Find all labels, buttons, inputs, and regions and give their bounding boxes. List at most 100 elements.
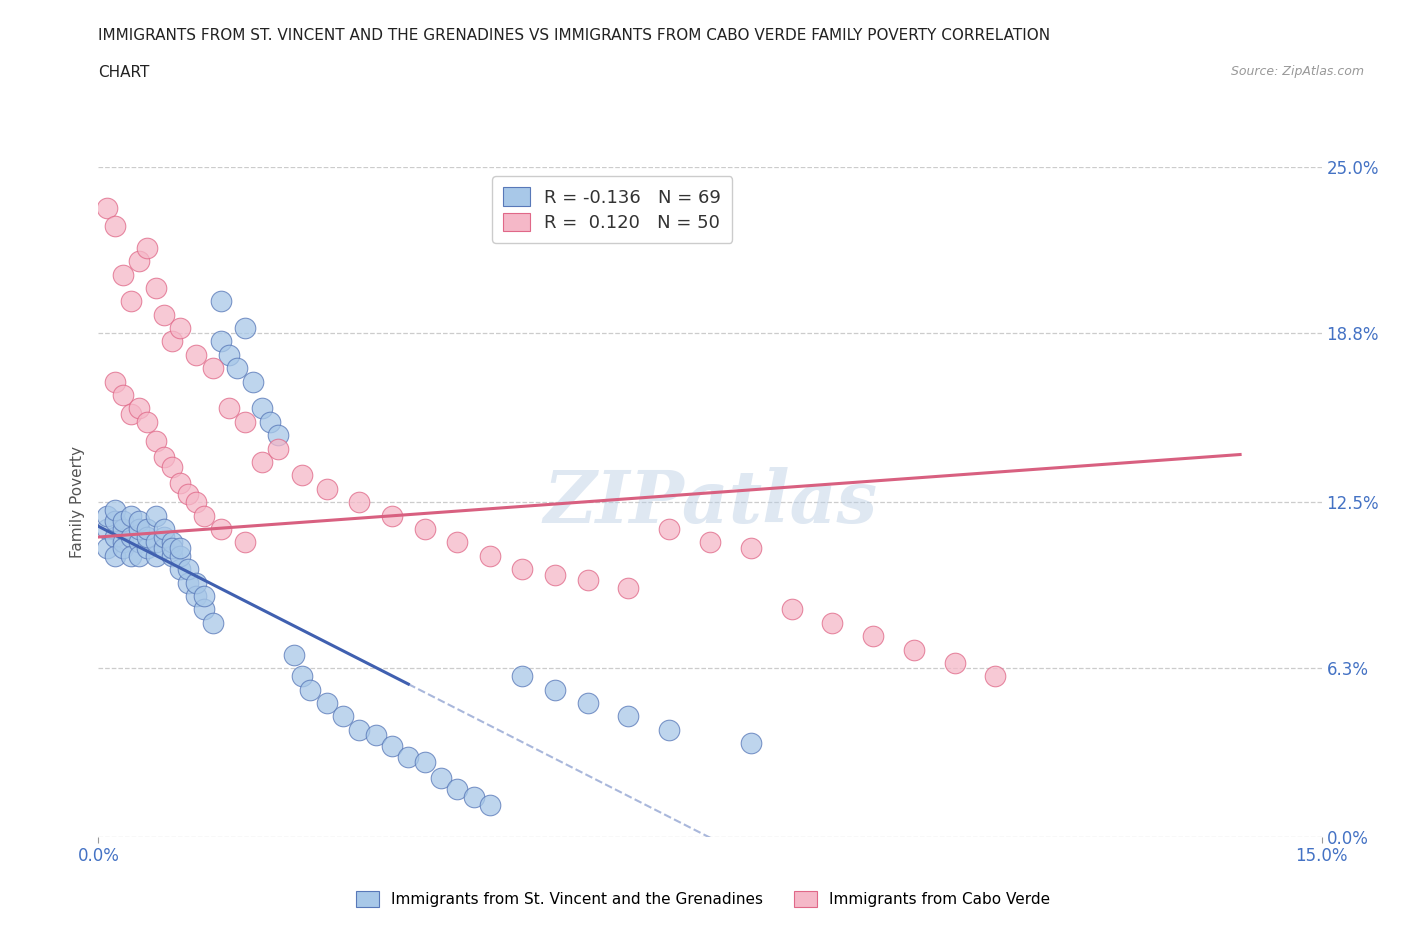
Point	[128, 522, 150, 537]
Point	[283, 647, 305, 662]
Point	[111, 513, 134, 528]
Point	[576, 696, 599, 711]
Point	[111, 535, 134, 550]
Point	[111, 388, 134, 403]
Point	[152, 540, 174, 555]
Point	[136, 522, 159, 537]
Point	[186, 589, 208, 604]
Point	[96, 522, 118, 537]
Point	[413, 754, 436, 769]
Point	[145, 549, 167, 564]
Point	[658, 723, 681, 737]
Point	[740, 540, 762, 555]
Text: IMMIGRANTS FROM ST. VINCENT AND THE GRENADINES VS IMMIGRANTS FROM CABO VERDE FAM: IMMIGRANTS FROM ST. VINCENT AND THE GREN…	[98, 28, 1050, 43]
Point	[136, 240, 159, 255]
Point	[136, 415, 159, 430]
Point	[96, 200, 118, 215]
Point	[104, 219, 127, 233]
Point	[186, 575, 208, 590]
Point	[160, 535, 183, 550]
Point	[96, 540, 118, 555]
Point	[201, 616, 224, 631]
Point	[544, 683, 567, 698]
Point	[186, 495, 208, 510]
Point	[218, 348, 240, 363]
Point	[145, 535, 167, 550]
Point	[903, 642, 925, 657]
Point	[349, 723, 371, 737]
Point	[111, 540, 134, 555]
Point	[315, 482, 337, 497]
Point	[233, 321, 256, 336]
Point	[364, 728, 387, 743]
Point	[576, 573, 599, 588]
Point	[349, 495, 371, 510]
Point	[267, 441, 290, 456]
Point	[478, 797, 501, 812]
Point	[193, 589, 215, 604]
Point	[160, 334, 183, 349]
Point	[780, 602, 803, 617]
Point	[242, 374, 264, 389]
Point	[740, 736, 762, 751]
Point	[128, 535, 150, 550]
Point	[128, 513, 150, 528]
Point	[169, 540, 191, 555]
Point	[396, 750, 419, 764]
Legend: Immigrants from St. Vincent and the Grenadines, Immigrants from Cabo Verde: Immigrants from St. Vincent and the Gren…	[350, 884, 1056, 913]
Point	[862, 629, 884, 644]
Point	[512, 562, 534, 577]
Point	[152, 307, 174, 322]
Point	[145, 508, 167, 523]
Point	[233, 535, 256, 550]
Point	[699, 535, 721, 550]
Point	[128, 549, 150, 564]
Point	[218, 401, 240, 416]
Point	[96, 508, 118, 523]
Legend: R = -0.136   N = 69, R =  0.120   N = 50: R = -0.136 N = 69, R = 0.120 N = 50	[492, 177, 733, 243]
Point	[136, 529, 159, 544]
Point	[332, 709, 354, 724]
Point	[104, 549, 127, 564]
Point	[104, 503, 127, 518]
Point	[145, 433, 167, 448]
Point	[186, 348, 208, 363]
Point	[177, 562, 200, 577]
Text: CHART: CHART	[98, 65, 150, 80]
Point	[160, 549, 183, 564]
Point	[617, 709, 640, 724]
Point	[984, 669, 1007, 684]
Point	[177, 575, 200, 590]
Point	[209, 334, 232, 349]
Point	[120, 549, 142, 564]
Point	[128, 401, 150, 416]
Point	[152, 522, 174, 537]
Y-axis label: Family Poverty: Family Poverty	[70, 446, 86, 558]
Point	[446, 535, 468, 550]
Point	[104, 529, 127, 544]
Point	[617, 580, 640, 595]
Point	[291, 669, 314, 684]
Point	[193, 508, 215, 523]
Point	[193, 602, 215, 617]
Point	[104, 513, 127, 528]
Point	[201, 361, 224, 376]
Point	[430, 771, 453, 786]
Point	[111, 267, 134, 282]
Point	[104, 374, 127, 389]
Point	[120, 529, 142, 544]
Point	[169, 321, 191, 336]
Point	[446, 781, 468, 796]
Point	[299, 683, 322, 698]
Point	[512, 669, 534, 684]
Point	[413, 522, 436, 537]
Point	[169, 562, 191, 577]
Point	[111, 522, 134, 537]
Point	[136, 540, 159, 555]
Point	[169, 476, 191, 491]
Point	[381, 738, 404, 753]
Point	[658, 522, 681, 537]
Point	[120, 294, 142, 309]
Text: Source: ZipAtlas.com: Source: ZipAtlas.com	[1230, 65, 1364, 78]
Point	[821, 616, 844, 631]
